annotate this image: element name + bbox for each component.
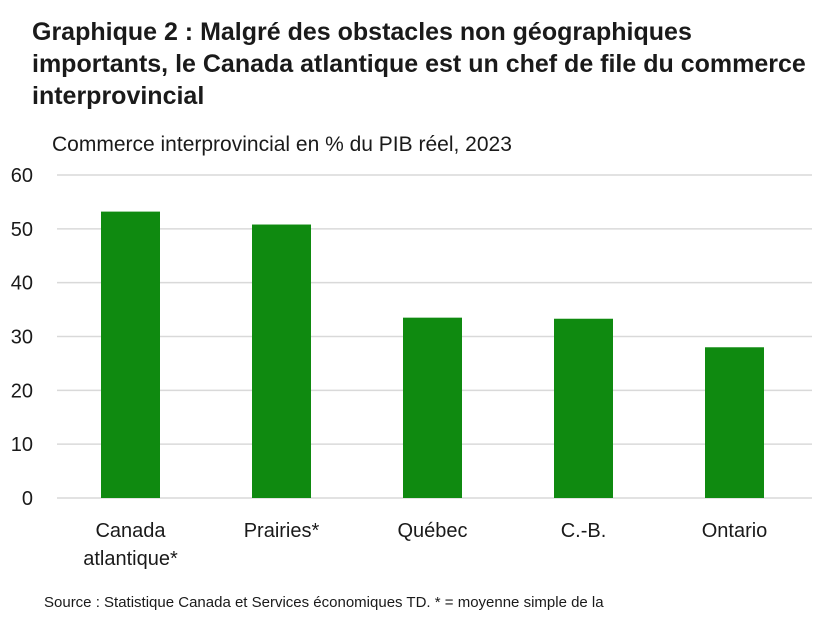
source-note: Source : Statistique Canada et Services … bbox=[44, 594, 604, 611]
bar-3 bbox=[554, 318, 613, 498]
y-tick-label: 0 bbox=[22, 488, 33, 510]
y-tick-label: 40 bbox=[11, 273, 33, 295]
x-category-label: Prairies* bbox=[244, 520, 320, 542]
bars bbox=[101, 211, 764, 498]
y-tick-label: 20 bbox=[11, 380, 33, 402]
chart-title: Graphique 2 : Malgré des obstacles non g… bbox=[32, 18, 806, 110]
x-category-label-line: Québec bbox=[397, 520, 467, 542]
bar-0 bbox=[101, 211, 160, 498]
y-tick-label: 50 bbox=[11, 219, 33, 241]
x-category-label-line: Canada bbox=[95, 520, 166, 542]
y-tick-label: 10 bbox=[11, 434, 33, 456]
y-axis-tick-labels: 0 10 20 30 40 50 60 bbox=[11, 165, 33, 510]
x-category-label: Canada atlantique* bbox=[83, 520, 178, 570]
chart-subtitle: Commerce interprovincial en % du PIB rée… bbox=[52, 133, 512, 156]
x-axis-category-labels: Canada atlantique* Prairies* Québec C.-B. Ont… bbox=[83, 520, 767, 570]
y-tick-label: 60 bbox=[11, 165, 33, 187]
bar-4 bbox=[705, 347, 764, 498]
x-category-label-line: atlantique* bbox=[83, 548, 178, 570]
x-category-label: Ontario bbox=[702, 520, 768, 542]
bar-1 bbox=[252, 224, 311, 498]
x-category-label-line: C.-B. bbox=[561, 520, 607, 542]
x-category-label-line: Ontario bbox=[702, 520, 768, 542]
y-tick-label: 30 bbox=[11, 327, 33, 349]
x-category-label-line: Prairies* bbox=[244, 520, 320, 542]
bar-chart: 0 10 20 30 40 50 60 Canada atlantique* Prairies*… bbox=[11, 165, 812, 570]
x-category-label: C.-B. bbox=[561, 520, 607, 542]
bar-2 bbox=[403, 317, 462, 498]
x-category-label: Québec bbox=[397, 520, 467, 542]
